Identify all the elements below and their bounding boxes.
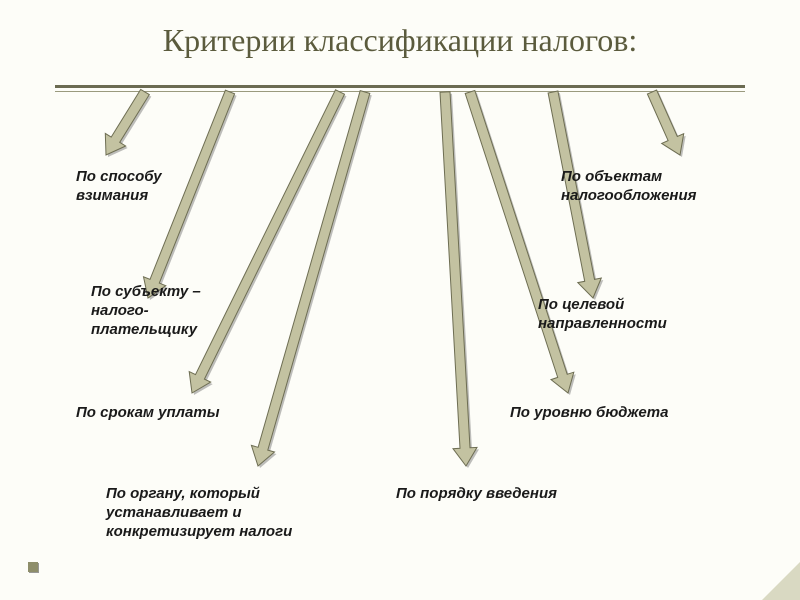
- criteria-label: По уровню бюджета: [510, 404, 668, 423]
- footer-bullet-icon: [28, 562, 38, 572]
- arrow: [440, 92, 477, 466]
- criteria-label: По целевойнаправленности: [538, 296, 667, 334]
- criteria-label: По объектамналогообложения: [561, 168, 696, 206]
- criteria-label: По срокам уплаты: [76, 404, 220, 423]
- criteria-label: По порядку введения: [396, 485, 557, 504]
- criteria-label: По субъекту –налого-плательщику: [91, 283, 201, 339]
- criteria-label: По способувзимания: [76, 168, 162, 206]
- corner-fold-icon: [762, 562, 800, 600]
- criteria-label: По органу, которыйустанавливает иконкрет…: [106, 485, 292, 541]
- arrow: [105, 89, 149, 155]
- slide-container: Критерии классификации налогов: По спосо…: [0, 0, 800, 600]
- arrow: [647, 90, 683, 155]
